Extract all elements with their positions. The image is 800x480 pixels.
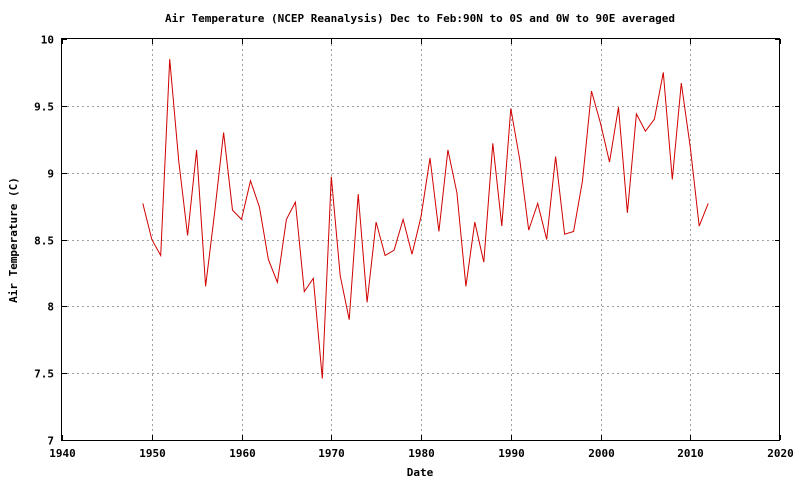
y-tick-label: 8.5 [34,235,54,248]
y-tick-labels: 7 7.5 8 8.5 9 9.5 10 [34,34,54,448]
y-tick-label: 8 [47,301,54,314]
x-tick-label: 2000 [588,447,615,460]
x-tick-labels: 1940 1950 1960 1970 1980 1990 2000 2010 2020 [49,447,794,460]
plot-frame [61,38,780,441]
x-tick-label: 1940 [49,447,76,460]
y-axis-label: Air Temperature (C) [7,177,20,303]
y-tick-label: 10 [41,34,54,47]
y-tick-label: 7 [47,435,54,448]
x-tick-label: 1960 [229,447,256,460]
x-tick-label: 1990 [498,447,525,460]
y-tick-label: 9.5 [34,101,54,114]
y-tick-label: 9 [47,168,54,181]
x-axis-label: Date [407,466,434,479]
x-tick-label: 1950 [139,447,166,460]
y-tick-label: 7.5 [34,368,54,381]
x-tick-label: 2020 [767,447,794,460]
x-tick-label: 2010 [677,447,704,460]
x-tick-label: 1980 [408,447,435,460]
x-tick-label: 1970 [318,447,345,460]
chart-title: Air Temperature (NCEP Reanalysis) Dec to… [165,12,675,25]
grid [62,39,780,440]
series-line [142,59,709,379]
